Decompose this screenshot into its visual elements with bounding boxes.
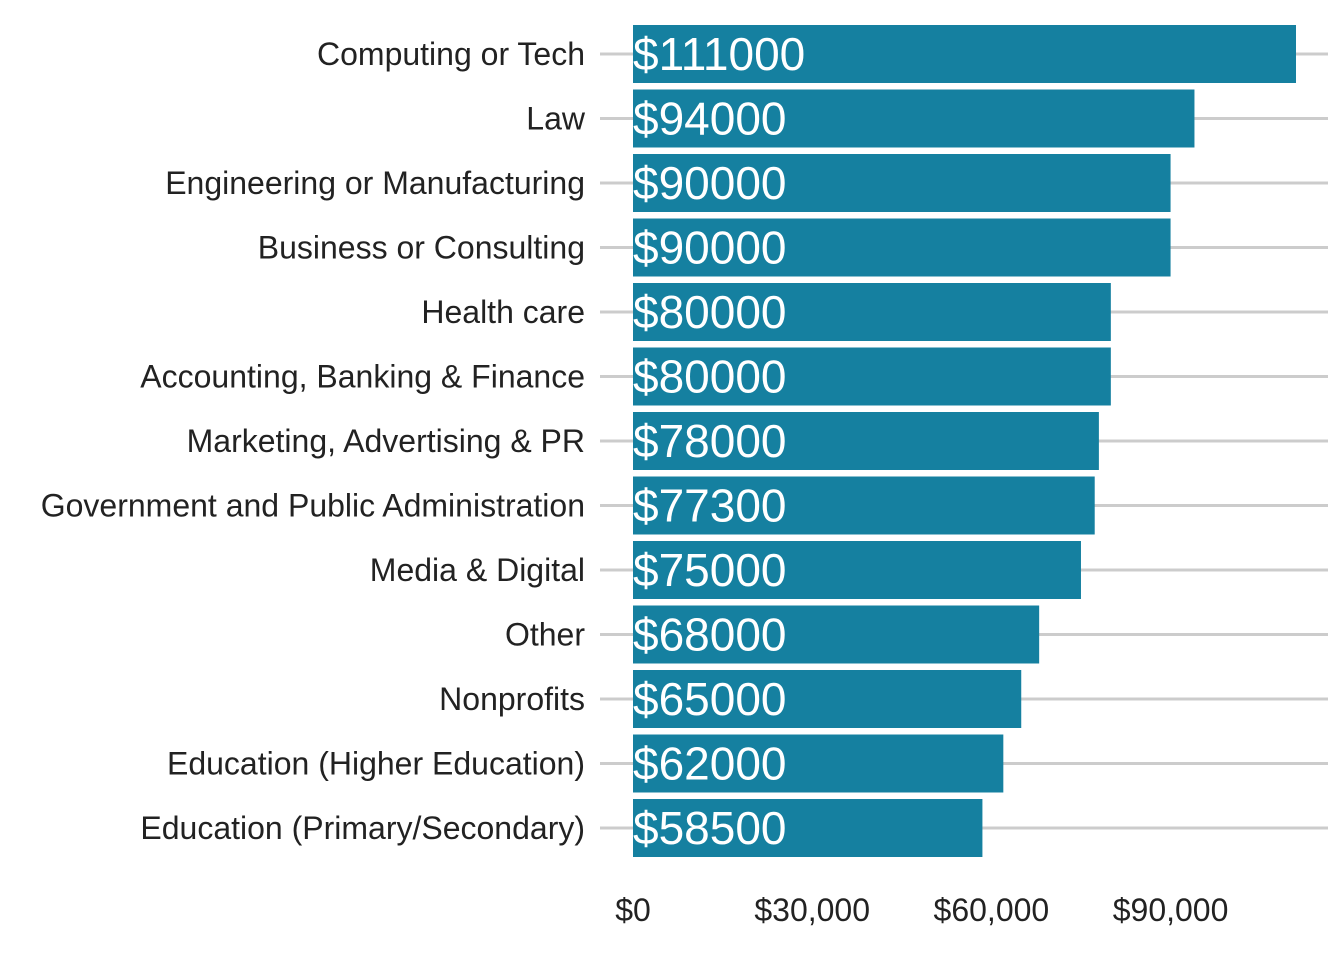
bar [633,89,1195,148]
data-label: $77300 [633,480,787,532]
data-label: $65000 [633,673,787,725]
data-label: $80000 [633,351,787,403]
bar [633,218,1171,277]
category-label: Other [505,617,585,653]
bar [633,25,1296,83]
data-label: $94000 [633,93,787,145]
category-labels: Computing or Tech Law Engineering or Manuf… [41,36,586,846]
data-label: $111000 [633,28,805,80]
category-label: Law [526,101,586,137]
bar [633,154,1171,212]
category-label: Health care [421,294,585,330]
data-label: $78000 [633,415,787,467]
bar [633,283,1111,341]
bar [633,734,1004,793]
data-label: $90000 [633,157,787,209]
bar [633,412,1099,470]
category-label: Nonprofits [439,681,585,717]
bar [633,670,1022,728]
data-label: $68000 [633,609,787,661]
category-label: Education (Higher Education) [167,746,585,782]
x-tick-label: $60,000 [934,892,1050,928]
category-label: Education (Primary/Secondary) [140,810,585,846]
bar [633,605,1040,664]
category-label: Government and Public Administration [41,488,585,524]
data-label: $75000 [633,544,787,596]
bar [633,799,983,857]
x-axis-ticks: $0 $30,000 $60,000 $90,000 [615,892,1228,928]
data-labels: $111000 $94000 $90000 $90000 $80000 $80000 $78… [633,28,805,854]
x-tick-label: $90,000 [1113,892,1229,928]
category-label: Business or Consulting [258,230,585,266]
x-tick-label: $0 [615,892,651,928]
bar [633,541,1081,599]
category-label: Computing or Tech [317,36,585,72]
category-label: Media & Digital [370,552,585,588]
category-label: Accounting, Banking & Finance [140,359,585,395]
data-label: $90000 [633,222,787,274]
bar [633,347,1111,406]
data-label: $80000 [633,286,787,338]
data-label: $62000 [633,738,787,790]
category-label: Engineering or Manufacturing [165,165,585,201]
bars [633,25,1296,857]
x-tick-label: $30,000 [754,892,870,928]
bar [633,476,1095,535]
data-label: $58500 [633,802,787,854]
category-label: Marketing, Advertising & PR [187,423,585,459]
